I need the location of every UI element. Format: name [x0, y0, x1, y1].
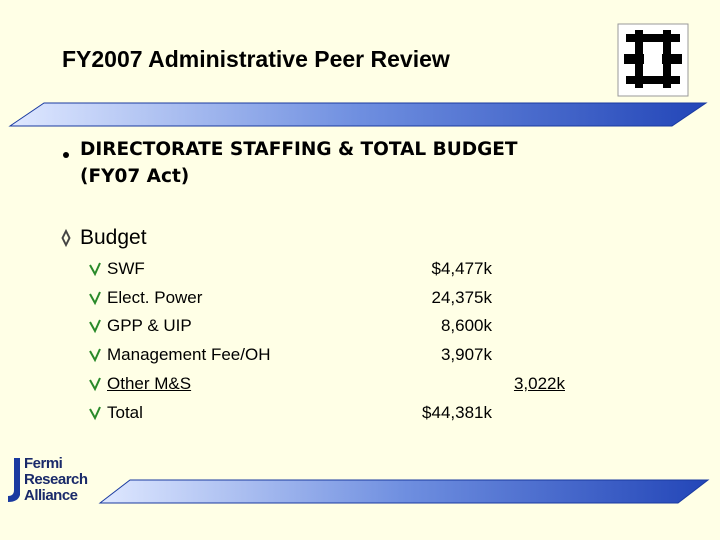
fra-logo-mark [8, 458, 20, 502]
logo-text: Research [24, 471, 88, 488]
bullet-dot [63, 152, 69, 158]
fermilab-logo [617, 23, 689, 97]
bottom-bar [98, 479, 710, 504]
diamond-bullet [61, 228, 71, 248]
bullet-line: DIRECTORATE STAFFING & TOTAL BUDGET [80, 139, 518, 160]
item-amount: $4,477k [431, 259, 493, 278]
logo-text: Fermi [24, 455, 63, 472]
item-label: Total [107, 403, 143, 422]
item-amount: 8,600k [440, 316, 492, 335]
logo-text: Alliance [24, 487, 78, 504]
title: FY2007 Administrative Peer Review [62, 46, 450, 72]
item-label: Management Fee/OH [107, 345, 271, 364]
item-amount: 3,022k [445, 374, 565, 394]
top-bar [8, 102, 708, 127]
item-label: Other M&S [107, 374, 192, 393]
item-label: Elect. Power [107, 288, 203, 307]
item-amount: 24,375k [431, 288, 493, 307]
bullet-line: (FY07 Act) [80, 166, 190, 187]
item-label: GPP & UIP [107, 316, 192, 335]
item-amount-text: 3,022k [513, 374, 565, 393]
item-label: SWF [107, 259, 145, 278]
item-amount: $44,381k [422, 403, 492, 422]
section-title: Budget [80, 226, 147, 249]
check-bullets [89, 262, 101, 421]
item-amount: 3,907k [440, 345, 492, 364]
